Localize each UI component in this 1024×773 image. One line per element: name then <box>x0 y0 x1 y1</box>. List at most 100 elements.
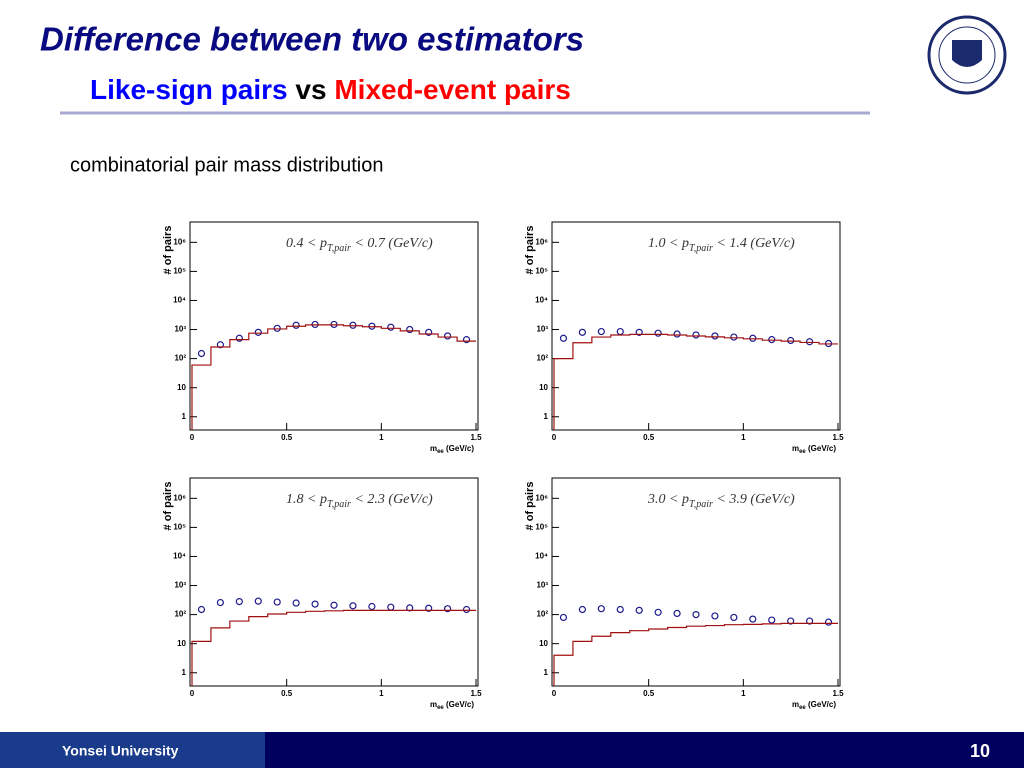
data-point <box>235 334 243 342</box>
data-point <box>692 611 700 619</box>
x-label-part: m <box>430 700 437 709</box>
histogram <box>191 324 476 430</box>
x-label-part: m <box>792 700 799 709</box>
y-tick-label: 10² <box>536 354 548 363</box>
data-point <box>616 327 624 336</box>
slide-subtitle: Like-sign pairs vs Mixed-event pairs <box>90 74 571 105</box>
data-point <box>197 349 206 358</box>
data-point <box>616 605 624 614</box>
x-label-part: ee <box>799 449 806 455</box>
y-axis-label: # of pairs <box>524 482 536 531</box>
data-point <box>635 606 643 614</box>
plot: 1 10 10² 10³ 10⁴ 10⁵ 10⁶ 0 0.5 1 1.5 mee (GeV/c) # o… <box>162 221 482 455</box>
x-tick-label: 1.5 <box>470 689 482 698</box>
data-point <box>311 600 319 608</box>
data-point <box>216 598 224 607</box>
page-number: 10 <box>970 741 990 761</box>
data-point <box>216 341 224 349</box>
y-tick-label: 10² <box>174 610 186 619</box>
x-tick-label: 0.5 <box>643 433 655 442</box>
y-tick-label: 10⁵ <box>173 267 186 276</box>
data-point <box>787 617 795 625</box>
data-point <box>578 328 587 336</box>
y-tick-label: 10⁵ <box>173 523 186 532</box>
data-point <box>559 613 568 622</box>
data-point <box>387 323 395 331</box>
y-tick-label: 1 <box>544 412 549 421</box>
x-label-part: ee <box>437 705 444 711</box>
y-tick-label: 10² <box>536 610 548 619</box>
y-tick-label: 10³ <box>174 325 186 334</box>
data-point <box>406 325 414 334</box>
data-point <box>673 609 681 618</box>
y-tick-label: 1 <box>544 668 549 677</box>
annotation-part: 0.4 < p <box>286 236 327 251</box>
data-point <box>235 598 243 606</box>
y-tick-label: 1 <box>182 668 187 677</box>
y-tick-label: 1 <box>182 412 187 421</box>
y-tick-label: 10⁴ <box>173 296 186 305</box>
annotation: 1.0 < pT,pair < 1.4 (GeV/c) <box>648 236 795 254</box>
data-point <box>578 605 587 614</box>
plot-frame <box>551 221 841 431</box>
annotation-part: < 3.9 (GeV/c) <box>713 492 795 507</box>
footer-left <box>0 732 265 768</box>
slide-title: Difference between two estimators <box>40 21 584 58</box>
annotation-part: < 0.7 (GeV/c) <box>351 236 433 251</box>
x-tick-label: 1 <box>379 433 384 442</box>
y-tick-label: 10³ <box>536 581 548 590</box>
x-label-part: ee <box>799 705 806 711</box>
data-point <box>692 331 700 339</box>
plot: 1 10 10² 10³ 10⁴ 10⁵ 10⁶ 0 0.5 1 1.5 mee (GeV/c) # o… <box>524 221 844 455</box>
annotation: 1.8 < pT,pair < 2.3 (GeV/c) <box>286 492 433 510</box>
footer-text: Yonsei University <box>62 743 179 759</box>
annotation-part: < 2.3 (GeV/c) <box>351 492 433 507</box>
y-tick-label: 10⁴ <box>535 296 548 305</box>
data-point <box>292 321 300 329</box>
y-tick-label: 10 <box>177 639 186 648</box>
data-point <box>768 616 776 624</box>
x-label-part: ee <box>437 449 444 455</box>
data-point <box>444 332 452 340</box>
data-point <box>787 336 795 345</box>
y-tick-label: 10⁶ <box>535 493 548 502</box>
body-text: combinatorial pair mass distribution <box>70 154 383 176</box>
y-tick-label: 10³ <box>174 581 186 590</box>
annotation-part: 1.8 < p <box>286 492 327 507</box>
histogram <box>553 333 838 430</box>
data-point <box>749 615 757 623</box>
y-tick-label: 10⁴ <box>535 552 548 561</box>
data-point <box>711 332 719 340</box>
x-axis-label: mee (GeV/c) <box>430 700 474 710</box>
y-axis-label: # of pairs <box>162 226 174 275</box>
y-tick-label: 10 <box>539 383 548 392</box>
x-tick-label: 0.5 <box>281 433 293 442</box>
data-point <box>824 618 833 626</box>
y-axis-label: # of pairs <box>162 482 174 531</box>
annotation-part: T,pair <box>327 243 351 254</box>
plot-frame <box>551 477 841 687</box>
x-axis-label: mee (GeV/c) <box>792 700 836 710</box>
annotation-part: 1.0 < p <box>648 236 689 251</box>
x-label-part: (GeV/c) <box>806 444 837 453</box>
x-tick-label: 1.5 <box>832 689 844 698</box>
data-point <box>559 334 568 342</box>
x-tick-label: 1.5 <box>832 433 844 442</box>
annotation: 3.0 < pT,pair < 3.9 (GeV/c) <box>647 492 795 510</box>
plot: 1 10 10² 10³ 10⁴ 10⁵ 10⁶ 0 0.5 1 1.5 mee (GeV/c) # o… <box>162 477 482 711</box>
x-tick-label: 0 <box>552 433 557 442</box>
subtitle-like-sign: Like-sign pairs <box>90 74 288 105</box>
data-point <box>730 333 738 341</box>
subtitle-vs: vs <box>295 74 326 105</box>
annotation-part: T,pair <box>327 499 351 510</box>
x-tick-label: 0.5 <box>281 689 293 698</box>
annotation: 0.4 < pT,pair < 0.7 (GeV/c) <box>286 236 433 254</box>
data-point <box>654 608 662 616</box>
plot: 1 10 10² 10³ 10⁴ 10⁵ 10⁶ 0 0.5 1 1.5 mee (GeV/c) # o… <box>524 477 844 711</box>
x-tick-label: 1 <box>741 689 746 698</box>
x-tick-label: 0 <box>190 689 195 698</box>
data-point <box>368 602 376 611</box>
y-tick-label: 10⁶ <box>535 237 548 246</box>
y-tick-label: 10² <box>174 354 186 363</box>
